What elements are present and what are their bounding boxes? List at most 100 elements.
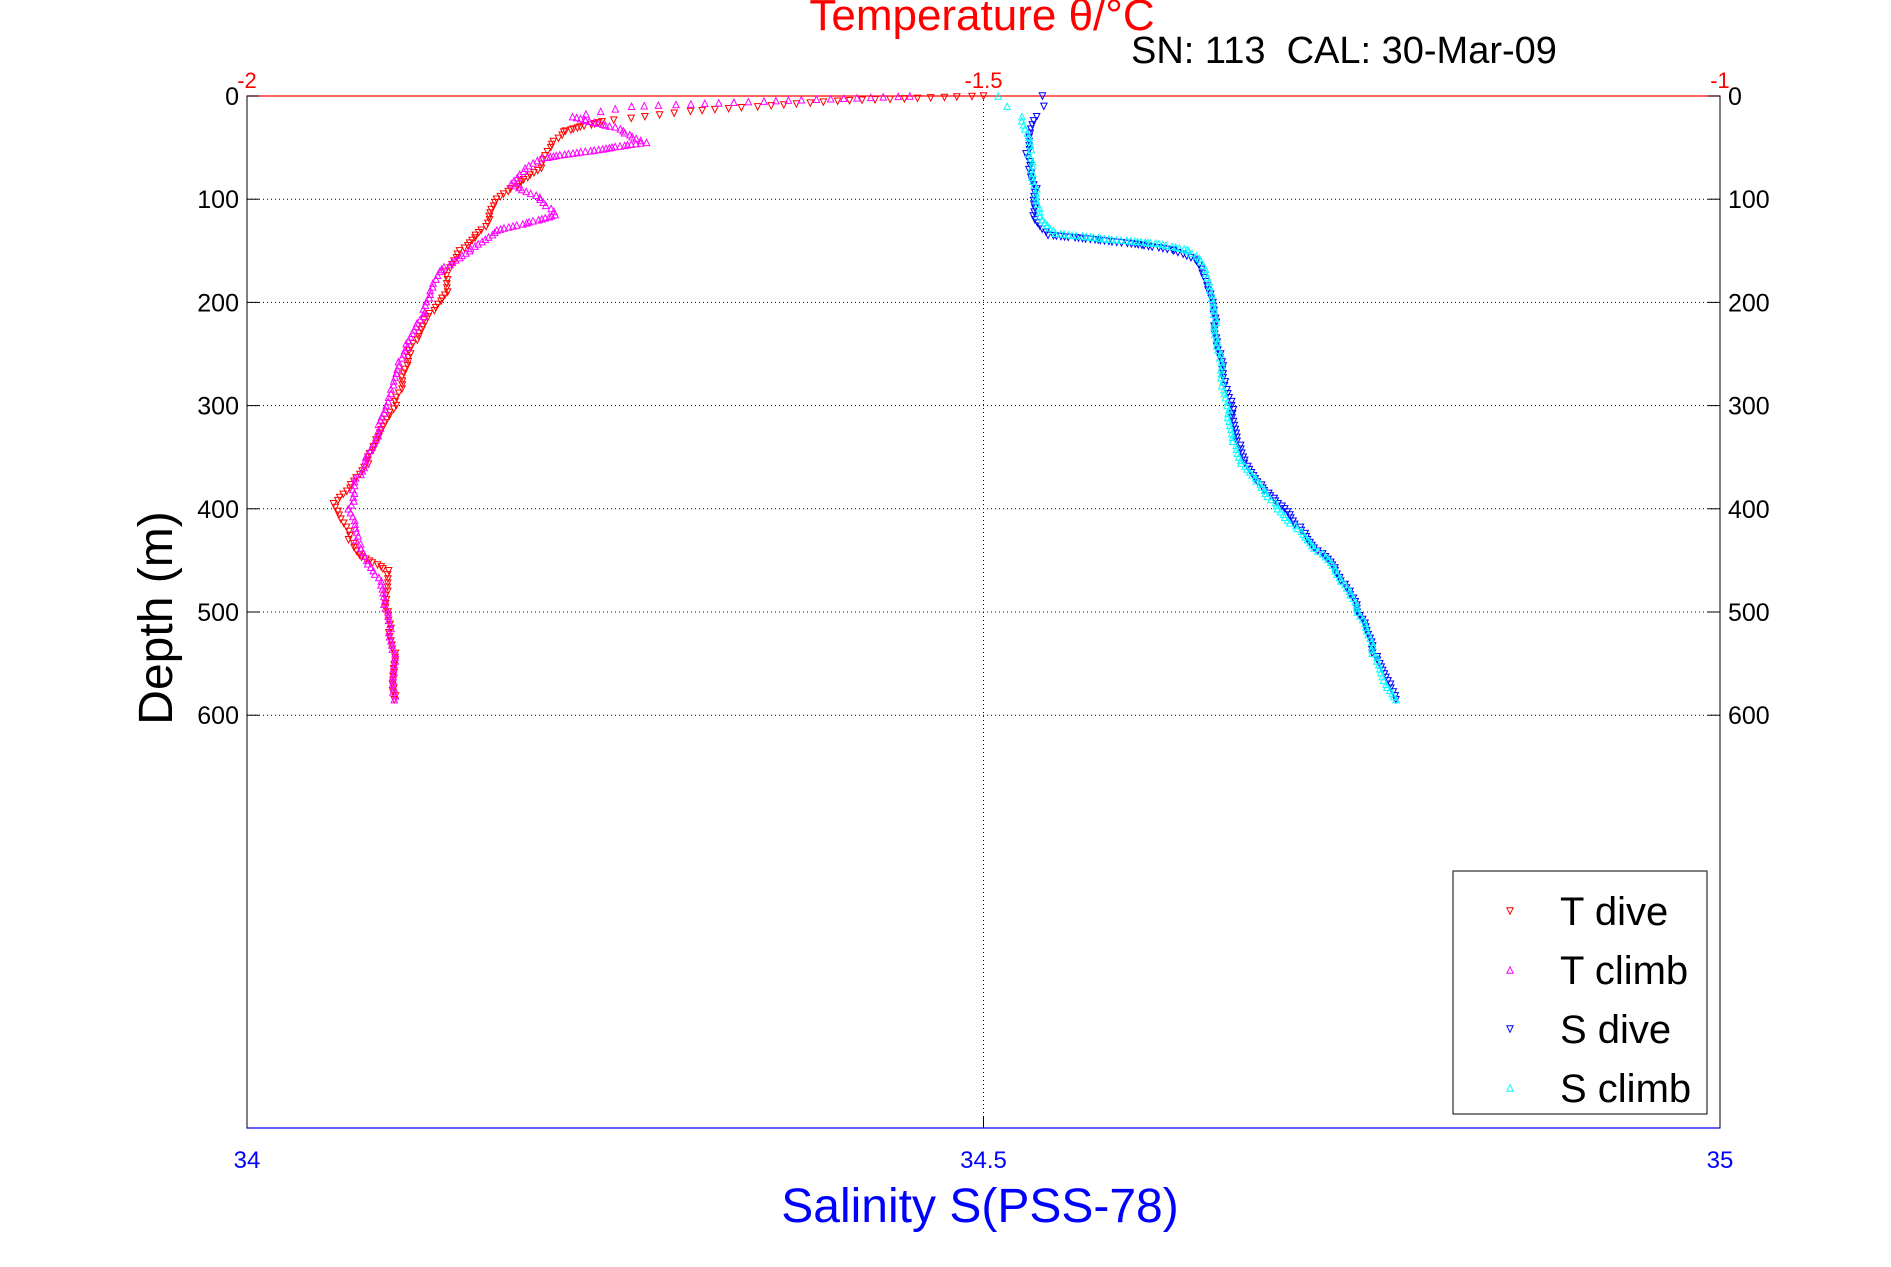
data-point xyxy=(1033,200,1042,209)
data-point xyxy=(1318,549,1327,558)
data-point xyxy=(335,511,344,520)
data-point xyxy=(952,93,961,102)
data-point xyxy=(496,224,505,233)
data-point xyxy=(866,93,875,102)
data-point xyxy=(1082,232,1091,241)
data-point xyxy=(572,113,581,122)
data-point xyxy=(926,94,935,103)
data-point xyxy=(1217,369,1226,378)
data-point xyxy=(1025,137,1034,146)
y-tick-label-right: 0 xyxy=(1728,83,1742,111)
data-point xyxy=(1025,141,1034,150)
data-point xyxy=(373,561,382,570)
data-point xyxy=(404,358,413,367)
data-point xyxy=(451,255,460,264)
data-point xyxy=(1201,265,1210,274)
data-point xyxy=(1206,290,1215,299)
data-point xyxy=(376,416,385,425)
data-point xyxy=(1232,429,1241,438)
data-point xyxy=(388,644,397,653)
temperature-tick-label: -1 xyxy=(1710,68,1730,93)
data-point xyxy=(416,315,425,324)
data-point xyxy=(1342,583,1351,592)
data-point xyxy=(1035,203,1044,212)
data-point xyxy=(1332,569,1341,578)
y-tick-label-right: 300 xyxy=(1728,393,1770,421)
data-point xyxy=(331,503,340,512)
chart-title: Temperature θ/°C xyxy=(809,0,1154,40)
data-point xyxy=(581,116,590,125)
data-point xyxy=(1273,504,1282,513)
data-point xyxy=(698,106,707,115)
data-point xyxy=(1243,464,1252,473)
data-point xyxy=(360,551,369,560)
data-point xyxy=(391,652,400,661)
y-tick-label: 0 xyxy=(225,83,239,111)
data-point xyxy=(1213,345,1222,354)
data-point xyxy=(1175,243,1184,252)
data-point xyxy=(1027,169,1036,178)
y-tick-label: 400 xyxy=(197,496,239,524)
data-point xyxy=(1207,289,1216,298)
data-point xyxy=(1228,437,1237,446)
data-point xyxy=(496,192,505,201)
data-point xyxy=(517,185,526,194)
data-point xyxy=(585,117,594,126)
data-point xyxy=(1386,680,1395,689)
data-point xyxy=(655,111,664,120)
data-point xyxy=(1154,239,1163,248)
data-point xyxy=(329,499,338,508)
data-point xyxy=(1207,294,1216,303)
series-s-dive xyxy=(1021,92,1400,705)
data-point xyxy=(532,191,541,200)
data-point xyxy=(397,373,406,382)
data-point xyxy=(537,153,546,162)
data-point xyxy=(508,221,517,230)
data-points xyxy=(329,91,1400,705)
data-point xyxy=(627,139,636,148)
data-point xyxy=(377,563,386,572)
legend-box xyxy=(1452,870,1708,1115)
data-point xyxy=(383,587,392,596)
data-point xyxy=(620,141,629,150)
data-point xyxy=(431,274,440,283)
data-point xyxy=(1217,373,1226,382)
data-point xyxy=(1229,405,1238,414)
data-point xyxy=(1026,161,1035,170)
data-point xyxy=(377,576,386,585)
data-point xyxy=(371,435,380,444)
data-point xyxy=(1031,192,1040,201)
data-point xyxy=(1017,112,1026,121)
data-point xyxy=(390,695,399,704)
data-point xyxy=(461,248,470,257)
data-point xyxy=(356,543,365,552)
data-point xyxy=(1029,117,1038,126)
data-point xyxy=(426,286,435,295)
data-point xyxy=(729,97,738,107)
data-point xyxy=(354,531,363,540)
data-point xyxy=(1024,149,1033,158)
legend-label: S dive xyxy=(1560,1008,1671,1052)
data-point xyxy=(1192,257,1201,266)
data-point xyxy=(397,385,406,394)
data-point xyxy=(1192,251,1201,260)
data-point xyxy=(886,95,895,104)
data-point xyxy=(590,145,599,154)
data-point xyxy=(366,446,375,455)
data-point xyxy=(784,95,793,104)
data-point xyxy=(1236,455,1245,464)
data-point xyxy=(380,408,389,417)
data-point xyxy=(443,275,452,285)
data-point xyxy=(1205,277,1214,286)
data-point xyxy=(594,145,603,154)
data-point xyxy=(419,311,428,320)
data-point xyxy=(519,167,528,176)
data-point xyxy=(1232,440,1241,449)
data-point xyxy=(547,204,556,213)
data-point xyxy=(374,573,383,582)
data-point xyxy=(1227,401,1236,410)
data-point xyxy=(499,223,508,232)
data-point xyxy=(381,603,390,612)
data-point xyxy=(1391,692,1400,701)
data-point xyxy=(568,112,577,121)
